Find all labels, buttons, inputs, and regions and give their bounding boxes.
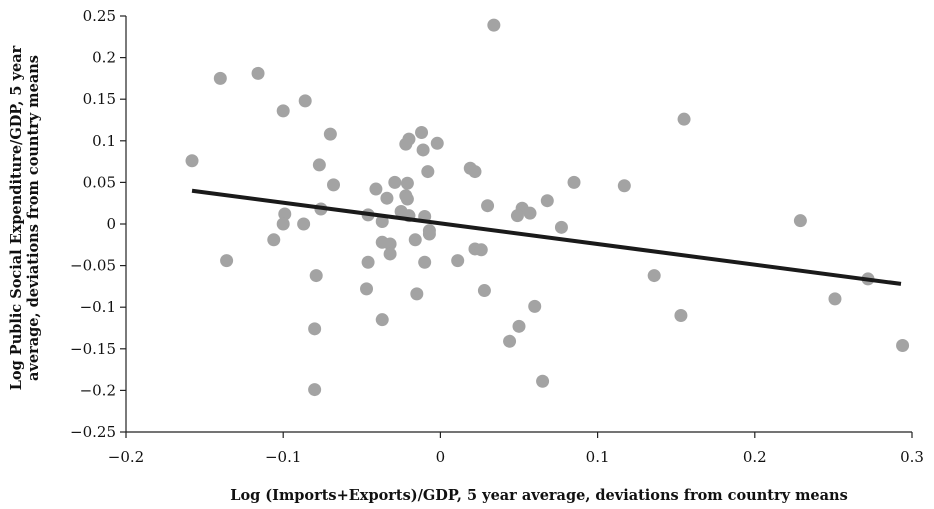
data-point <box>383 247 397 261</box>
data-point <box>400 176 414 190</box>
y-axis-title-line-2: average, deviations from country means <box>25 55 42 381</box>
data-point <box>297 217 311 231</box>
data-point <box>220 254 234 268</box>
data-point <box>503 334 517 348</box>
data-point <box>388 175 402 189</box>
y-tick-label: −0.2 <box>80 381 116 399</box>
data-point <box>278 207 292 221</box>
trend-line <box>191 188 902 286</box>
x-tick-label: 0.1 <box>586 448 610 466</box>
data-points <box>185 18 910 397</box>
data-point <box>308 322 322 336</box>
data-point <box>468 165 482 179</box>
data-point <box>540 194 554 208</box>
data-point <box>383 237 397 251</box>
data-point <box>312 158 326 172</box>
data-point <box>276 104 290 118</box>
data-point <box>528 299 542 313</box>
data-point <box>422 227 436 241</box>
y-tick-label: −0.05 <box>70 257 116 275</box>
data-point <box>416 143 430 157</box>
y-axis-ticks: 0.25 0.2 0.15 0.1 0.05 0 −0.05 −0.1 −0.15 −0.2 −0.… <box>70 7 126 441</box>
x-tick-label: −0.1 <box>265 448 301 466</box>
y-tick-label: −0.25 <box>70 423 116 441</box>
data-point <box>323 127 337 141</box>
data-point <box>512 319 526 333</box>
y-axis-title-line-1: Log Public Social Expenditure/GDP, 5 yea… <box>8 45 25 390</box>
data-point <box>567 175 581 189</box>
data-point <box>523 206 537 220</box>
x-tick-label: −0.2 <box>108 448 144 466</box>
x-tick-label: 0 <box>436 448 446 466</box>
x-axis-title: Log (Imports+Exports)/GDP, 5 year averag… <box>230 487 848 504</box>
y-tick-label: 0.25 <box>83 7 116 25</box>
y-tick-label: −0.1 <box>80 298 116 316</box>
x-tick-label: 0.2 <box>743 448 767 466</box>
data-point <box>487 18 501 32</box>
data-point <box>793 214 807 228</box>
data-point <box>418 255 432 269</box>
data-point <box>408 233 422 247</box>
y-tick-label: −0.15 <box>70 340 116 358</box>
data-point <box>267 233 281 247</box>
data-point <box>276 217 290 231</box>
data-point <box>369 182 383 196</box>
data-point <box>308 383 322 397</box>
y-tick-label: 0 <box>106 215 116 233</box>
data-point <box>327 178 341 192</box>
data-point <box>674 309 688 323</box>
data-point <box>474 243 488 257</box>
data-point <box>477 284 491 298</box>
data-point <box>430 136 444 150</box>
data-point <box>481 199 495 213</box>
data-point <box>399 137 413 151</box>
data-point <box>251 66 265 80</box>
data-point <box>309 269 323 283</box>
data-point <box>828 292 842 306</box>
x-axis-ticks: −0.2 −0.1 0 0.1 0.2 0.3 <box>108 432 924 466</box>
data-point <box>677 112 691 126</box>
data-point <box>361 255 375 269</box>
data-point <box>410 287 424 301</box>
y-tick-label: 0.05 <box>83 173 116 191</box>
data-point <box>451 254 465 268</box>
data-point <box>896 338 910 352</box>
data-point <box>298 94 312 108</box>
data-point <box>647 269 661 283</box>
data-point <box>360 282 374 296</box>
data-point <box>400 192 414 206</box>
data-point <box>421 165 435 179</box>
data-point <box>415 125 429 139</box>
data-point <box>380 191 394 205</box>
x-tick-label: 0.3 <box>900 448 924 466</box>
y-tick-label: 0.15 <box>83 90 116 108</box>
data-point <box>375 215 389 229</box>
y-tick-label: 0.2 <box>92 49 116 67</box>
data-point <box>536 374 550 388</box>
data-point <box>213 71 227 85</box>
data-point <box>554 220 568 234</box>
data-point <box>617 179 631 193</box>
data-point <box>185 154 199 168</box>
data-point <box>375 313 389 327</box>
data-point <box>510 209 524 223</box>
y-tick-label: 0.1 <box>92 132 116 150</box>
